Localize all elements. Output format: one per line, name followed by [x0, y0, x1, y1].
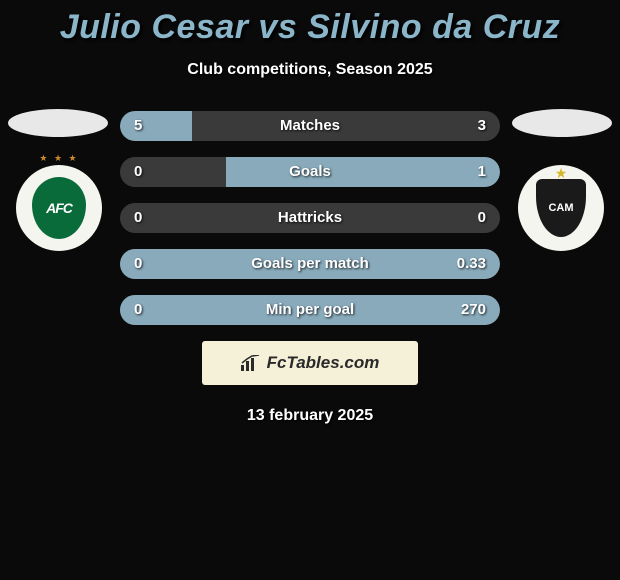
club-crest-left: AFC	[32, 177, 86, 239]
club-short-right: CAM	[548, 202, 573, 214]
stat-value-right: 3	[478, 111, 486, 141]
stat-label: Goals per match	[120, 249, 500, 279]
season-subtitle: Club competitions, Season 2025	[0, 61, 620, 79]
player-photo-right	[512, 109, 612, 137]
club-badge-left: ★ ★ ★ AFC	[16, 165, 102, 251]
club-badge-right: ★ CAM	[518, 165, 604, 251]
stat-rows: 5Matches30Goals10Hattricks00Goals per ma…	[120, 111, 500, 325]
stat-label: Matches	[120, 111, 500, 141]
club-short-left: AFC	[46, 200, 72, 216]
brand-text: FcTables.com	[267, 353, 380, 373]
stat-label: Goals	[120, 157, 500, 187]
brand-badge[interactable]: FcTables.com	[202, 341, 418, 385]
stat-value-right: 270	[461, 295, 486, 325]
club-crest-right: ★ CAM	[536, 179, 586, 237]
stat-row: 0Hattricks0	[120, 203, 500, 233]
date-text: 13 february 2025	[0, 407, 620, 425]
stat-label: Hattricks	[120, 203, 500, 233]
stat-row: 0Goals1	[120, 157, 500, 187]
chart-icon	[241, 355, 261, 371]
stat-row: 0Min per goal270	[120, 295, 500, 325]
star-icon: ★	[555, 165, 568, 182]
stat-value-right: 0	[478, 203, 486, 233]
stat-row: 0Goals per match0.33	[120, 249, 500, 279]
player-photo-left	[8, 109, 108, 137]
comparison-card: Julio Cesar vs Silvino da Cruz Club comp…	[0, 0, 620, 425]
stat-row: 5Matches3	[120, 111, 500, 141]
stats-area: ★ ★ ★ AFC ★ CAM 5Matches30Goals10Hattric…	[0, 111, 620, 325]
page-title: Julio Cesar vs Silvino da Cruz	[0, 8, 620, 47]
stat-label: Min per goal	[120, 295, 500, 325]
stat-value-right: 0.33	[457, 249, 486, 279]
stat-value-right: 1	[478, 157, 486, 187]
